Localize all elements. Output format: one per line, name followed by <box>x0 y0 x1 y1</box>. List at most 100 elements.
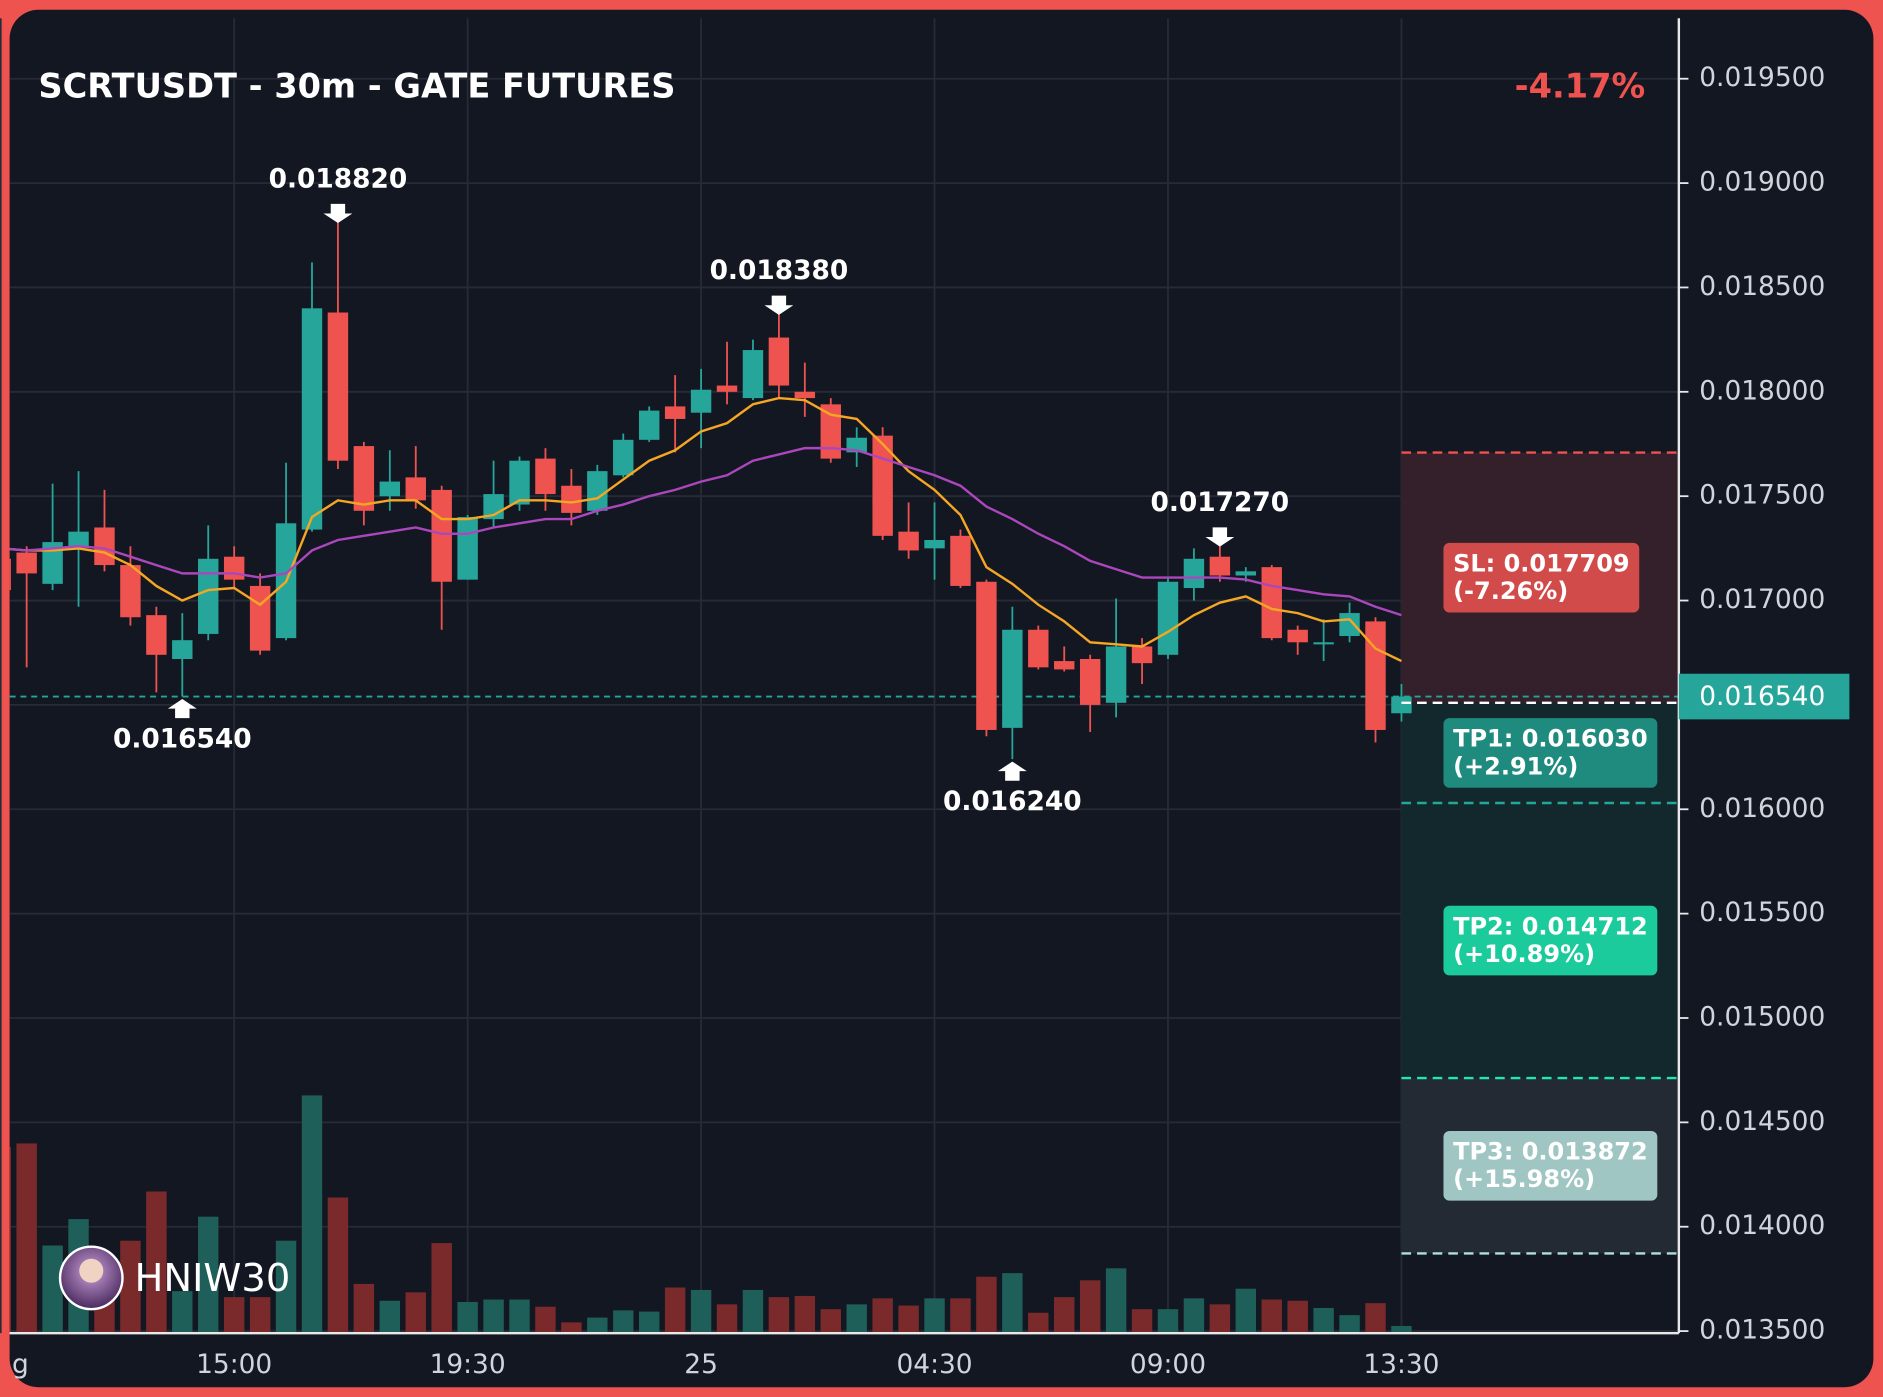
candle-body <box>1131 646 1153 664</box>
level-percent: (+2.91%) <box>1453 752 1578 780</box>
candle-body <box>1002 629 1023 728</box>
candle-body <box>1054 661 1075 670</box>
candle-body <box>1313 642 1334 645</box>
volume-bar <box>405 1292 426 1334</box>
candle-body <box>742 350 764 399</box>
ma-line <box>9 396 1402 663</box>
last-price-label: 0.016540 <box>1699 681 1825 712</box>
candle-body <box>1365 621 1386 730</box>
candle-body <box>223 556 245 580</box>
high-label: 0.018380 <box>710 255 849 286</box>
y-tick-label: 0.018000 <box>1699 375 1825 406</box>
volume-bar <box>950 1298 971 1334</box>
x-tick-label: 13:30 <box>1363 1349 1439 1380</box>
volume-bar <box>535 1306 556 1334</box>
level-percent: (+10.89%) <box>1453 940 1595 968</box>
high-label: 0.018820 <box>269 163 408 194</box>
volume-bar <box>820 1309 841 1334</box>
level-box <box>1443 1130 1658 1201</box>
candle-body <box>924 540 945 549</box>
y-tick-label: 0.015500 <box>1699 897 1825 928</box>
candle-body <box>405 477 426 501</box>
volume-bar <box>301 1095 323 1334</box>
candle-body <box>768 337 790 386</box>
candle-body <box>457 517 478 580</box>
volume-bar <box>587 1317 608 1334</box>
low-arrow <box>167 698 197 719</box>
candle-body <box>898 531 919 551</box>
watermark-text: HNIW30 <box>135 1256 291 1301</box>
chart-title: SCRTUSDT - 30m - GATE FUTURES <box>38 66 675 105</box>
candle-body <box>587 471 608 511</box>
volume-bar <box>379 1300 401 1334</box>
candle-body <box>1183 558 1205 589</box>
change-percent: -4.17% <box>1515 66 1646 105</box>
volume-bar <box>42 1245 63 1334</box>
candle-body <box>535 458 556 495</box>
candle-body <box>1157 581 1179 655</box>
volume-bar <box>16 1143 37 1334</box>
level-box <box>1443 905 1658 976</box>
volume-bar <box>872 1298 893 1334</box>
volume-bar <box>1054 1297 1075 1334</box>
y-tick-label: 0.019000 <box>1699 167 1825 198</box>
candle-body <box>613 439 634 476</box>
low-label: 0.016240 <box>943 786 1082 817</box>
volume-bar <box>768 1297 790 1334</box>
y-tick-label: 0.019500 <box>1699 62 1825 93</box>
volume-bar <box>353 1283 375 1334</box>
candle-body <box>94 527 115 566</box>
volume-bar <box>1365 1303 1386 1334</box>
candle-body <box>172 640 193 659</box>
candle-body <box>638 410 660 440</box>
candle-body <box>1105 646 1127 703</box>
volume-bar <box>275 1240 297 1334</box>
volume-bar <box>898 1305 919 1334</box>
volume-bar <box>742 1289 764 1334</box>
volume-bar <box>1131 1309 1153 1334</box>
candle-body <box>976 581 997 730</box>
candle-body <box>1287 629 1308 643</box>
volume-bar <box>613 1310 634 1334</box>
volume-bar <box>483 1299 504 1334</box>
volume-bar <box>1235 1288 1257 1334</box>
candle-body <box>16 552 37 574</box>
candle-body <box>794 391 816 399</box>
volume-bar <box>1261 1299 1282 1334</box>
volume-bar <box>431 1243 452 1334</box>
volume-bar <box>223 1297 245 1334</box>
volume-bar <box>716 1304 738 1334</box>
y-tick-label: 0.017500 <box>1699 480 1825 511</box>
level-label: TP3: 0.013872 <box>1453 1138 1648 1166</box>
high-arrow <box>1205 527 1235 547</box>
candle-body <box>690 389 712 413</box>
x-tick-label: 09:00 <box>1130 1349 1206 1380</box>
volume-bar <box>638 1311 660 1334</box>
volume-bar <box>9 1147 11 1334</box>
candle-body <box>249 585 271 651</box>
volume-bar <box>1391 1325 1412 1334</box>
candle-body <box>1339 613 1360 637</box>
x-tick-label: 04:30 <box>896 1349 972 1380</box>
last-price-box <box>1678 673 1850 720</box>
x-tick-label: g <box>12 1349 29 1380</box>
y-tick-label: 0.015000 <box>1699 1001 1825 1032</box>
candle-body <box>353 446 375 511</box>
volume-bar <box>690 1289 712 1334</box>
candle-body <box>146 615 167 655</box>
candle-body <box>1209 556 1231 576</box>
candle-body <box>950 535 971 586</box>
level-percent: (+15.98%) <box>1453 1165 1595 1193</box>
x-tick-label: 15:00 <box>196 1349 272 1380</box>
volume-bar <box>1105 1268 1127 1334</box>
volume-bar <box>1157 1309 1179 1334</box>
y-tick-label: 0.014500 <box>1699 1106 1825 1137</box>
y-tick-label: 0.016000 <box>1699 793 1825 824</box>
volume-bar <box>1183 1298 1205 1334</box>
candle-body <box>509 460 530 505</box>
watermark: HNIW30 <box>58 1245 291 1311</box>
volume-bar <box>198 1216 219 1334</box>
candle-body <box>431 489 452 582</box>
